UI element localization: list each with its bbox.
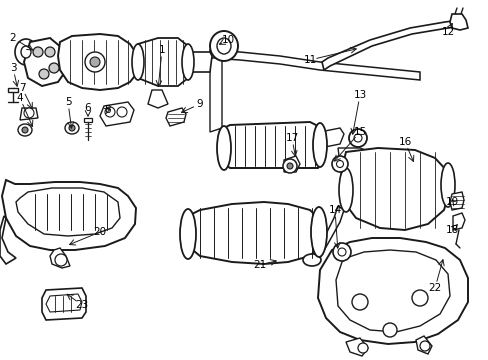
Circle shape bbox=[45, 47, 55, 57]
Circle shape bbox=[39, 69, 49, 79]
Text: 22: 22 bbox=[427, 283, 441, 293]
Circle shape bbox=[85, 52, 105, 72]
Text: 23: 23 bbox=[75, 300, 88, 310]
Ellipse shape bbox=[18, 124, 32, 136]
Polygon shape bbox=[319, 128, 343, 148]
Text: 15: 15 bbox=[353, 127, 366, 137]
Polygon shape bbox=[24, 38, 65, 86]
Polygon shape bbox=[284, 156, 299, 172]
Text: 3: 3 bbox=[10, 63, 16, 73]
Ellipse shape bbox=[336, 161, 343, 167]
Text: 13: 13 bbox=[353, 90, 366, 100]
Ellipse shape bbox=[209, 31, 238, 61]
Circle shape bbox=[283, 159, 296, 173]
Text: 6: 6 bbox=[84, 103, 91, 113]
Polygon shape bbox=[187, 52, 212, 72]
Ellipse shape bbox=[22, 127, 28, 133]
Circle shape bbox=[382, 323, 396, 337]
Text: 9: 9 bbox=[196, 99, 203, 109]
Text: 16: 16 bbox=[398, 137, 411, 147]
Text: 5: 5 bbox=[64, 97, 71, 107]
Text: 14: 14 bbox=[328, 205, 341, 215]
Circle shape bbox=[411, 290, 427, 306]
Ellipse shape bbox=[337, 248, 346, 256]
Polygon shape bbox=[311, 206, 343, 262]
Text: 21: 21 bbox=[253, 260, 266, 270]
Polygon shape bbox=[100, 102, 134, 126]
Polygon shape bbox=[20, 108, 38, 120]
Text: 11: 11 bbox=[303, 55, 316, 65]
Circle shape bbox=[90, 57, 100, 67]
Circle shape bbox=[419, 341, 429, 351]
Ellipse shape bbox=[65, 122, 79, 134]
Ellipse shape bbox=[332, 243, 350, 261]
Text: 10: 10 bbox=[221, 35, 234, 45]
Polygon shape bbox=[148, 90, 168, 108]
Circle shape bbox=[49, 63, 59, 73]
Circle shape bbox=[351, 294, 367, 310]
Polygon shape bbox=[50, 248, 70, 268]
Polygon shape bbox=[339, 148, 449, 230]
Text: 17: 17 bbox=[285, 133, 298, 143]
Ellipse shape bbox=[217, 38, 230, 54]
Circle shape bbox=[117, 107, 127, 117]
Circle shape bbox=[24, 108, 34, 118]
Polygon shape bbox=[84, 118, 92, 122]
Ellipse shape bbox=[310, 207, 326, 257]
Polygon shape bbox=[415, 336, 431, 354]
Ellipse shape bbox=[15, 39, 37, 65]
Ellipse shape bbox=[217, 126, 230, 170]
Ellipse shape bbox=[353, 134, 361, 142]
Circle shape bbox=[55, 254, 67, 266]
Polygon shape bbox=[2, 180, 136, 250]
Text: 19: 19 bbox=[445, 197, 458, 207]
Polygon shape bbox=[58, 34, 138, 90]
Ellipse shape bbox=[312, 123, 326, 167]
Polygon shape bbox=[8, 88, 18, 92]
Ellipse shape bbox=[69, 125, 75, 131]
Ellipse shape bbox=[21, 46, 31, 58]
Ellipse shape bbox=[182, 44, 194, 80]
Text: 12: 12 bbox=[441, 27, 454, 37]
Polygon shape bbox=[317, 238, 467, 344]
Circle shape bbox=[105, 107, 115, 117]
Text: 1: 1 bbox=[159, 45, 165, 55]
Ellipse shape bbox=[348, 129, 366, 147]
Text: 7: 7 bbox=[19, 83, 25, 93]
Polygon shape bbox=[452, 213, 464, 230]
Polygon shape bbox=[346, 338, 367, 356]
Polygon shape bbox=[337, 148, 381, 168]
Text: 4: 4 bbox=[17, 93, 23, 103]
Ellipse shape bbox=[180, 209, 196, 259]
Polygon shape bbox=[16, 188, 120, 236]
Ellipse shape bbox=[440, 163, 454, 207]
Polygon shape bbox=[218, 122, 325, 168]
Ellipse shape bbox=[331, 156, 347, 172]
Polygon shape bbox=[138, 38, 187, 86]
Circle shape bbox=[33, 47, 43, 57]
Circle shape bbox=[286, 163, 292, 169]
Text: 18: 18 bbox=[445, 225, 458, 235]
Polygon shape bbox=[209, 58, 222, 132]
Polygon shape bbox=[335, 250, 449, 332]
Polygon shape bbox=[0, 216, 16, 264]
Polygon shape bbox=[321, 20, 461, 70]
Polygon shape bbox=[46, 294, 82, 312]
Ellipse shape bbox=[132, 44, 143, 80]
Text: 2: 2 bbox=[10, 33, 16, 43]
Polygon shape bbox=[449, 14, 467, 30]
Text: 8: 8 bbox=[104, 105, 111, 115]
Polygon shape bbox=[42, 288, 86, 320]
Ellipse shape bbox=[303, 254, 320, 266]
Ellipse shape bbox=[338, 168, 352, 212]
Circle shape bbox=[357, 343, 367, 353]
Polygon shape bbox=[184, 202, 319, 264]
Text: 20: 20 bbox=[93, 227, 106, 237]
Polygon shape bbox=[449, 192, 463, 210]
Polygon shape bbox=[165, 108, 185, 126]
Polygon shape bbox=[209, 50, 419, 80]
